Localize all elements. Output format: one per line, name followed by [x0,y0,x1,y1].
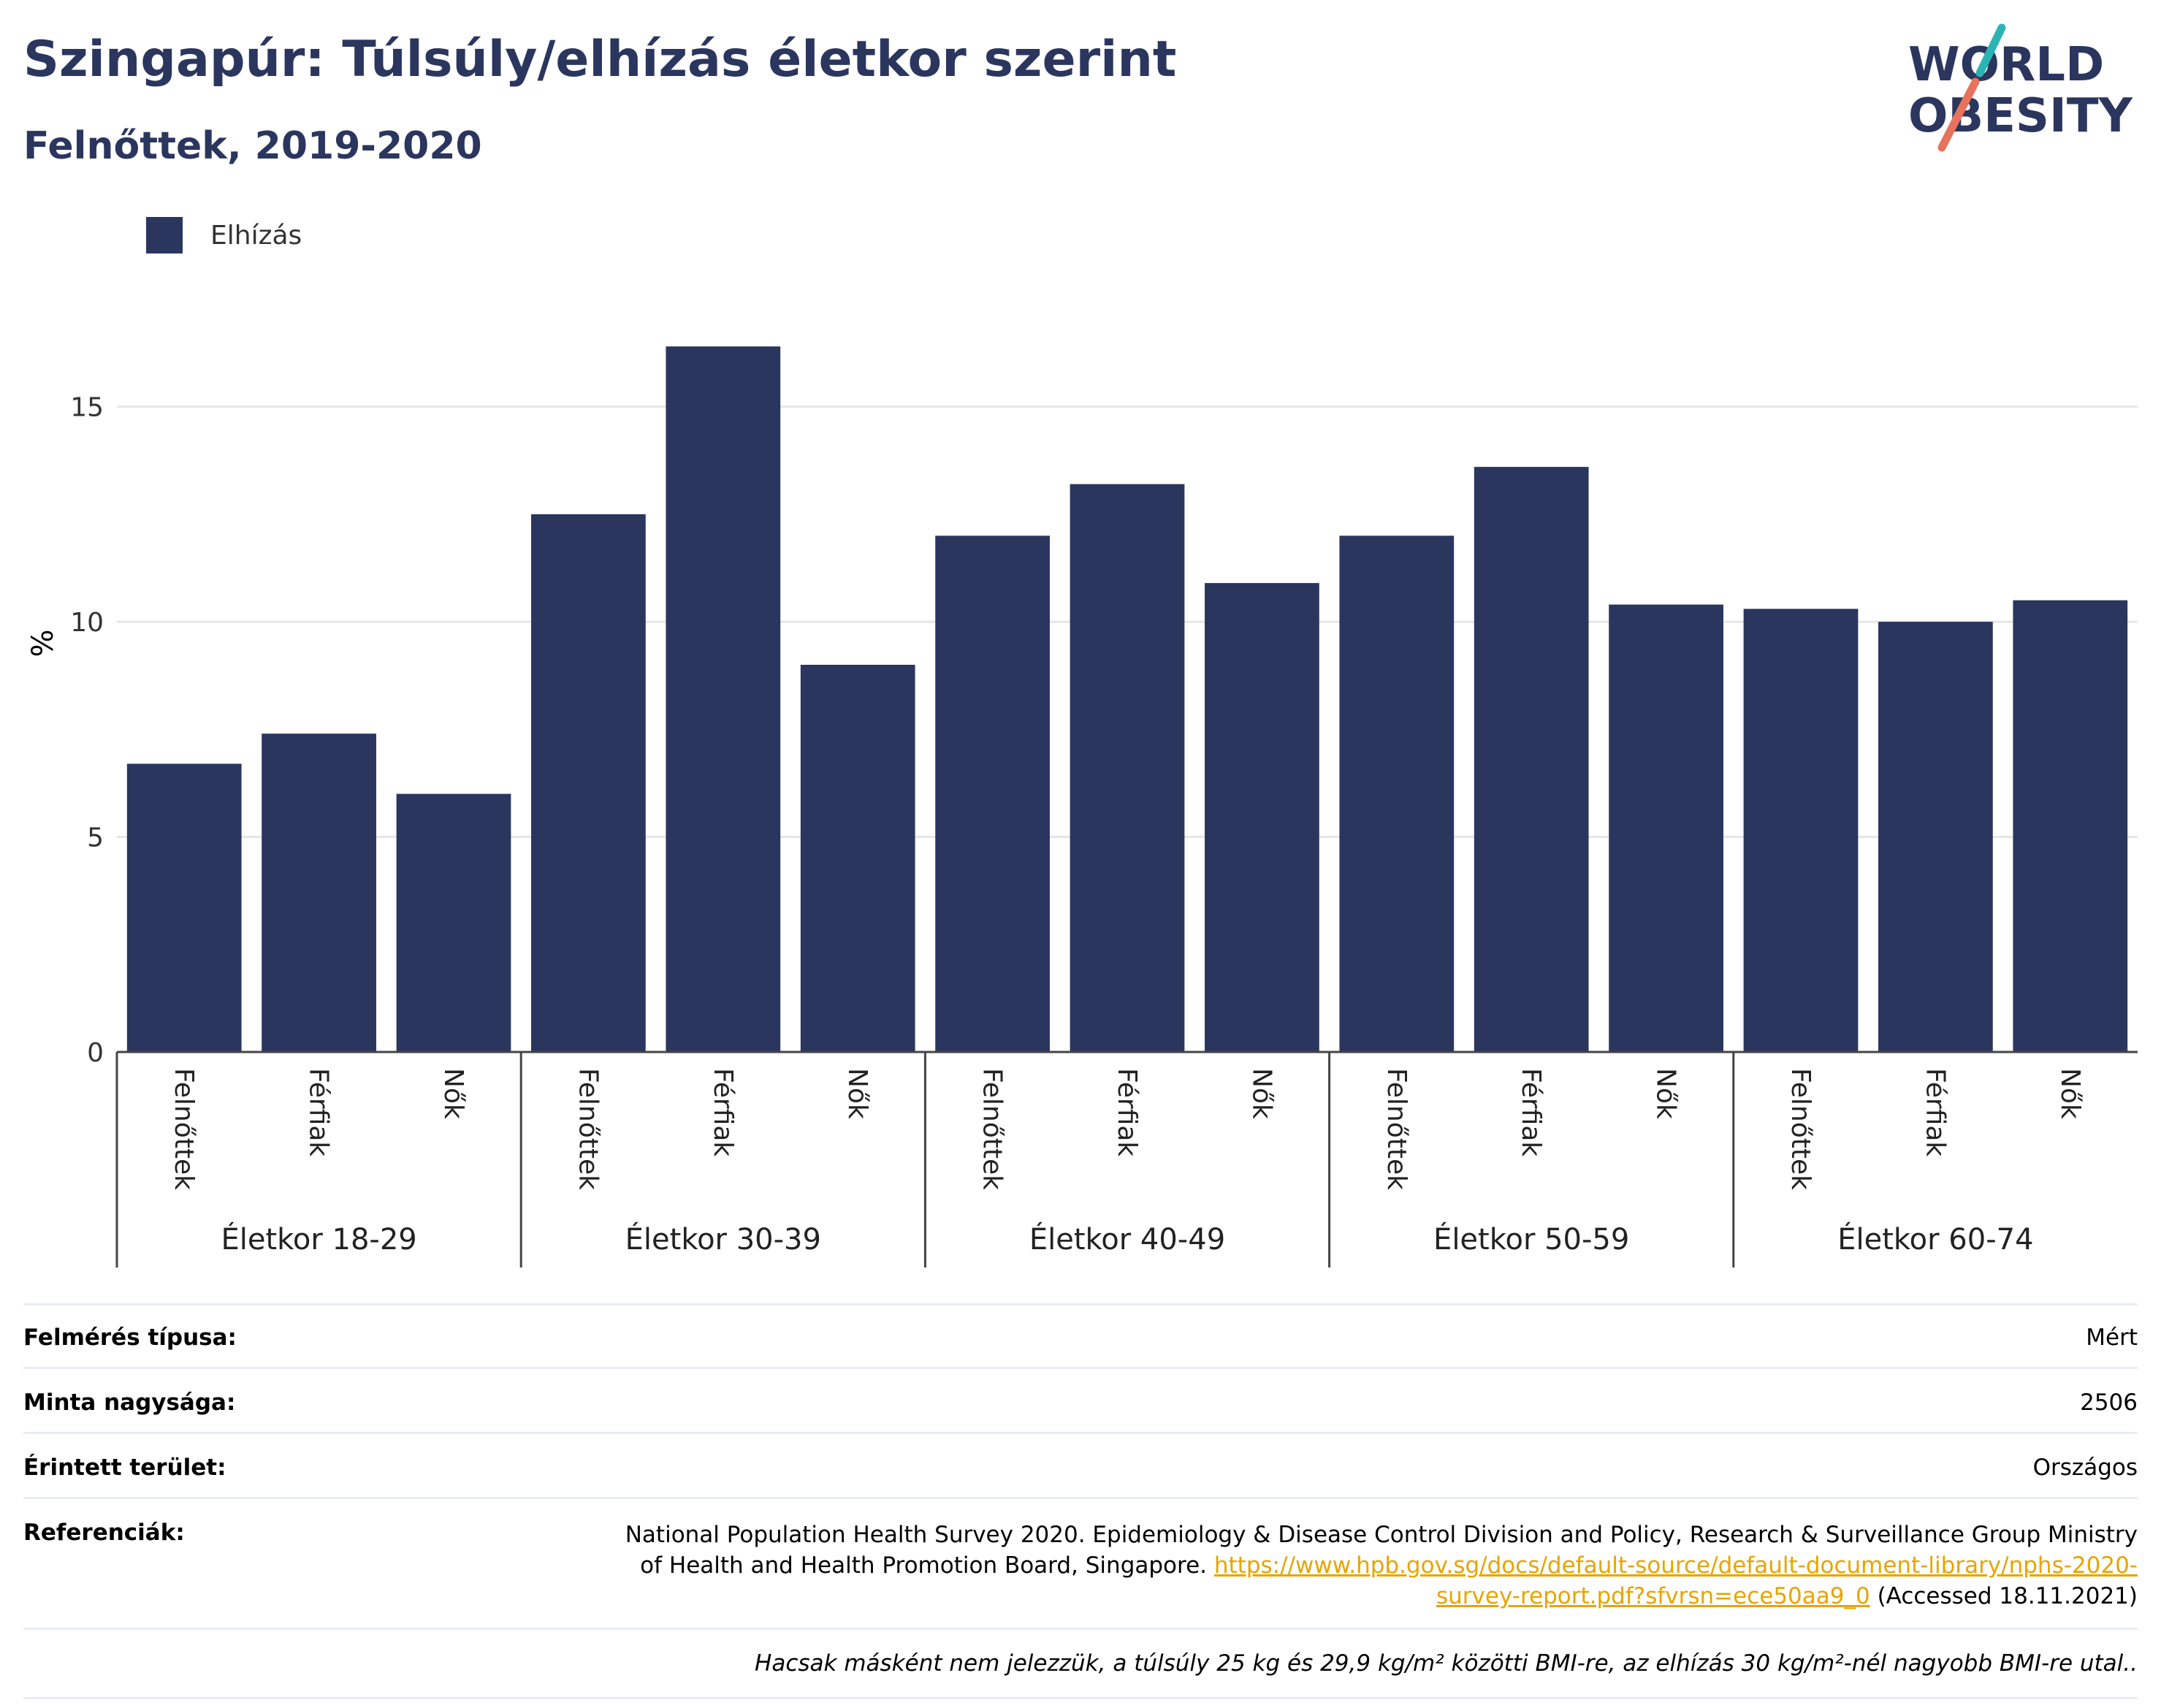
x-tick-label: Felnőttek [573,1068,603,1190]
logo-line1: WORLD [1908,38,2104,92]
reference-accessed: (Accessed 18.11.2021) [1877,1583,2138,1609]
bar-chart: 0 5 10 15 % Felnőttek Férfiak Nők Életkor 18-2… [26,346,2138,1267]
x-group-label: Életkor 30-39 [625,1221,821,1257]
bar[interactable] [531,514,646,1052]
meta-label: Felmérés típusa: [23,1324,237,1351]
x-tick-label: Férfiak [1112,1068,1142,1156]
meta-row-sample-size: Minta nagysága: 2506 [23,1367,2138,1432]
x-tick-label: Férfiak [1516,1068,1546,1156]
metadata-table: Felmérés típusa: Mért Minta nagysága: 25… [23,1303,2138,1699]
x-tick-label: Nők [1246,1068,1276,1119]
bar[interactable] [262,733,376,1052]
meta-row-survey-type: Felmérés típusa: Mért [23,1303,2138,1367]
meta-value: 2506 [2080,1389,2138,1416]
meta-value: Országos [2032,1455,2138,1481]
x-tick-label: Férfiak [304,1068,334,1156]
bar[interactable] [396,793,511,1052]
reference-link[interactable]: https://www.hpb.gov.sg/docs/default-sour… [1213,1552,2138,1609]
meta-label: Érintett terület: [23,1455,226,1481]
bar[interactable] [1474,467,1589,1052]
references-text: National Population Health Survey 2020. … [603,1520,2138,1612]
page-title: Szingapúr: Túlsúly/elhízás életkor szeri… [23,31,1177,88]
x-tick-label: Nők [1651,1068,1681,1119]
x-tick-label: Felnőttek [169,1068,199,1190]
footnote: Hacsak másként nem jelezzük, a túlsúly 2… [23,1628,2138,1699]
y-tick-label: 0 [87,1038,104,1068]
x-axis: Felnőttek Férfiak Nők Életkor 18-29 Felnőtte… [115,1051,2138,1267]
bar[interactable] [666,346,781,1052]
logo-slash-top [1975,23,2006,77]
y-tick-label: 5 [87,823,104,853]
bar[interactable] [800,665,915,1052]
x-group-label: Életkor 40-49 [1029,1221,1225,1257]
meta-label: Minta nagysága: [23,1389,236,1416]
bar[interactable] [2013,600,2128,1052]
world-obesity-logo: WORLD OBESITY [1908,23,2133,152]
bar[interactable] [1743,609,1859,1052]
meta-row-references: Referenciák: National Population Health … [23,1497,2138,1628]
x-tick-label: Férfiak [708,1068,738,1156]
logo-slash-bottom [1937,77,1980,152]
x-tick-label: Felnőttek [977,1068,1007,1190]
bar[interactable] [1339,535,1455,1052]
logo-line2: OBESITY [1908,89,2133,143]
x-tick-label: Felnőttek [1785,1068,1815,1190]
meta-label: Referenciák: [23,1520,185,1546]
x-tick-label: Férfiak [1920,1068,1950,1156]
x-group-label: Életkor 60-74 [1837,1221,2033,1257]
y-axis-ticks: 0 5 10 15 [70,393,104,1068]
chart-legend[interactable]: Elhízás [146,216,302,254]
reference-citation: National Population Health Survey 2020. … [625,1522,2138,1579]
x-tick-label: Nők [2055,1068,2085,1119]
x-tick-label: Felnőttek [1381,1068,1411,1190]
legend-label-obesity: Elhízás [210,220,302,251]
x-group-label: Életkor 18-29 [221,1221,416,1257]
x-tick-label: Nők [438,1068,468,1119]
x-tick-label: Nők [842,1068,872,1119]
bar[interactable] [126,763,242,1052]
y-tick-label: 10 [70,608,104,638]
bar[interactable] [1609,604,1723,1052]
x-group-label: Életkor 50-59 [1433,1221,1629,1257]
bar[interactable] [1205,583,1319,1052]
y-tick-label: 15 [70,393,104,423]
y-axis-label: % [26,630,60,657]
bar[interactable] [935,535,1050,1052]
legend-swatch-obesity [146,217,183,253]
meta-row-area: Érintett terület: Országos [23,1432,2138,1497]
page-subtitle: Felnőttek, 2019-2020 [23,124,482,168]
meta-value: Mért [2086,1324,2138,1351]
bar[interactable] [1070,484,1185,1052]
bar[interactable] [1878,622,1993,1052]
bars [126,346,2128,1052]
